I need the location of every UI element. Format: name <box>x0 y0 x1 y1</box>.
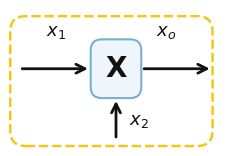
Text: $x_2$: $x_2$ <box>128 112 148 130</box>
Text: X: X <box>105 55 126 83</box>
Text: $x_o$: $x_o$ <box>156 23 176 41</box>
FancyBboxPatch shape <box>90 39 141 98</box>
Text: $x_1$: $x_1$ <box>46 23 66 41</box>
